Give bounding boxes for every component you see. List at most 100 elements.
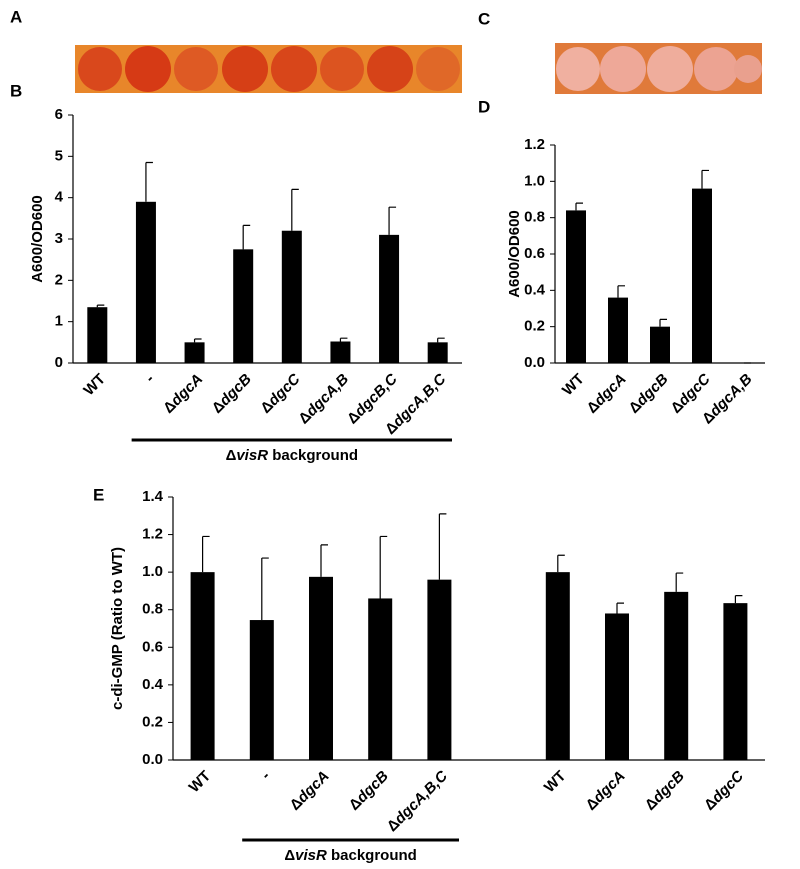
well (78, 47, 122, 91)
label-part: dgcC (675, 370, 714, 409)
panel-label: D (478, 97, 490, 116)
bar (605, 613, 629, 760)
bar (692, 188, 712, 363)
y-axis-title: A600/OD600 (29, 195, 46, 283)
error-bar (96, 304, 105, 308)
label-part: dgcC (708, 767, 747, 806)
bar (233, 249, 254, 363)
label-part: dgcC (265, 370, 304, 409)
y-tick-label: 1.2 (524, 136, 545, 153)
y-tick-label: 1.4 (142, 488, 164, 505)
plate-photo-c (555, 43, 762, 94)
error-bar (734, 595, 743, 604)
bar (309, 576, 333, 760)
group-label: ΔvisR background (284, 847, 416, 864)
label-part: background (327, 847, 417, 864)
x-tick-label: WT (559, 371, 588, 400)
bar (330, 341, 351, 363)
x-tick-label: ΔdgcA (583, 371, 629, 417)
label-part: visR (295, 847, 327, 864)
label-part: dgcA (591, 371, 630, 410)
x-tick-label: - (258, 768, 274, 784)
error-bar (701, 169, 709, 189)
panel-label: E (93, 485, 104, 504)
y-tick-label: 5 (55, 147, 63, 164)
y-tick-label: 0.0 (142, 751, 163, 768)
error-bar (202, 535, 210, 573)
well (271, 46, 317, 92)
label-part: dgcA,B (303, 370, 352, 419)
bar (427, 342, 448, 363)
y-tick-label: 4 (55, 189, 64, 206)
error-bar (659, 318, 667, 327)
label-part: background (268, 447, 358, 464)
x-tick-label: - (142, 371, 158, 387)
x-tick-label: ΔdgcC (257, 370, 304, 417)
label-part: dgcA,B,C (391, 767, 452, 828)
error-bar (320, 544, 328, 577)
panel-label: B (10, 81, 22, 100)
y-tick-label: 0.6 (524, 245, 545, 262)
bar (379, 234, 400, 363)
y-tick-label: 1.0 (524, 172, 545, 189)
x-tick-label: WT (80, 371, 109, 400)
bar (566, 210, 586, 363)
label-part: dgcA (590, 768, 629, 807)
well (416, 47, 460, 91)
well (694, 47, 738, 91)
label-part: dgcB,C (352, 370, 402, 420)
error-bar (575, 202, 583, 211)
label-part: Δ (226, 447, 237, 464)
x-tick-label: ΔdgcB (625, 370, 671, 416)
bar (608, 297, 628, 363)
bar (87, 307, 108, 363)
well (600, 46, 646, 92)
error-bar (291, 188, 299, 231)
y-tick-label: 2 (55, 271, 63, 288)
bar (184, 342, 205, 363)
panel-label: A (10, 7, 22, 26)
y-tick-label: 0.0 (524, 354, 545, 371)
well (320, 47, 364, 91)
well (734, 55, 762, 83)
bar (664, 591, 689, 760)
x-tick-label: ΔdgcA (286, 768, 332, 814)
bar (135, 201, 156, 363)
panel-label: C (478, 9, 490, 28)
bar (723, 603, 748, 760)
y-tick-label: 0.4 (524, 281, 546, 298)
group-label: ΔvisR background (226, 447, 358, 464)
y-tick-label: 0.6 (142, 638, 163, 655)
label-part: visR (236, 447, 268, 464)
error-bar (438, 513, 447, 580)
label-part: dgcA (168, 371, 207, 410)
bar (650, 326, 670, 363)
x-tick-label: ΔdgcA,B (295, 370, 352, 427)
x-tick-label: WT (541, 768, 570, 797)
bar (249, 620, 274, 760)
plate-photo-a (75, 45, 462, 93)
y-tick-label: 1.0 (142, 563, 163, 580)
well (647, 46, 693, 92)
label-part: dgcA (294, 768, 333, 807)
label-part: dgcB (649, 767, 688, 806)
y-axis-title: A600/OD600 (506, 210, 523, 298)
y-tick-label: 0.4 (142, 676, 164, 693)
x-tick-label: ΔdgcB (346, 767, 392, 813)
y-tick-label: 0.8 (142, 601, 163, 618)
y-axis-title: c-di-GMP (Ratio to WT) (109, 547, 126, 710)
error-bar (616, 602, 624, 614)
y-tick-label: 6 (55, 106, 63, 123)
label-part: dgcA,B,C (390, 370, 451, 431)
error-bar (557, 554, 565, 573)
bar (368, 598, 393, 760)
well (174, 47, 218, 91)
error-bar (675, 572, 684, 592)
label-part: Δ (284, 847, 295, 864)
y-tick-label: 1 (55, 313, 63, 330)
label-part: dgcB (216, 370, 255, 409)
error-bar (379, 535, 388, 599)
y-tick-label: 0 (55, 354, 63, 371)
error-bar (437, 337, 445, 343)
